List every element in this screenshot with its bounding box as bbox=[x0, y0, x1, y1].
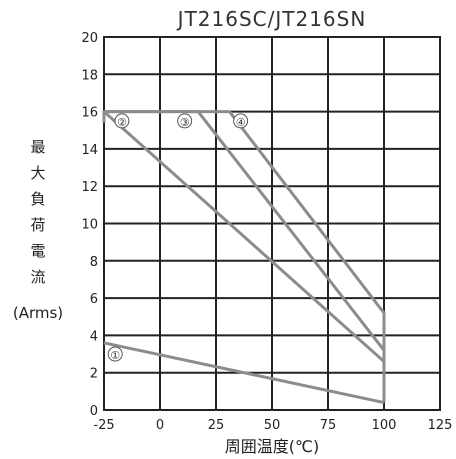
y-axis-unit: (Arms) bbox=[13, 304, 63, 322]
series-label: ② bbox=[117, 116, 127, 129]
y-axis-label-char: 電 bbox=[30, 242, 45, 260]
y-tick-label: 8 bbox=[90, 255, 98, 270]
series-badge bbox=[107, 346, 123, 362]
x-tick-label: 50 bbox=[264, 418, 281, 433]
series-label: ③ bbox=[180, 116, 190, 129]
series-line bbox=[103, 341, 385, 405]
y-tick-label: 4 bbox=[90, 329, 98, 344]
y-ticks: 0 2 4 6 8 10 12 14 16 18 20 bbox=[81, 31, 98, 419]
x-tick-label: 125 bbox=[428, 418, 453, 433]
series-badge bbox=[114, 113, 130, 129]
y-axis-label-char: 最 bbox=[30, 138, 45, 156]
x-tick-label: 100 bbox=[372, 418, 397, 433]
y-axis-label-char: 流 bbox=[30, 268, 45, 286]
y-tick-label: 14 bbox=[81, 143, 98, 158]
x-tick-label: -25 bbox=[93, 418, 114, 433]
y-tick-label: 2 bbox=[90, 367, 98, 382]
x-tick-label: 0 bbox=[156, 418, 164, 433]
y-axis-label-char: 負 bbox=[30, 190, 45, 208]
y-tick-label: 20 bbox=[81, 31, 98, 46]
y-tick-label: 18 bbox=[81, 68, 98, 83]
y-tick-label: 12 bbox=[81, 180, 98, 195]
chart-title: JT216SC/JT216SN bbox=[176, 7, 367, 31]
x-ticks: -25 0 25 50 75 100 125 bbox=[93, 418, 452, 433]
series-badge bbox=[177, 113, 193, 129]
series-label: ④ bbox=[236, 116, 246, 129]
y-tick-label: 0 bbox=[90, 404, 98, 419]
series-line bbox=[104, 110, 386, 403]
series-label: ① bbox=[110, 349, 120, 362]
series-badge bbox=[233, 113, 249, 129]
x-tick-label: 75 bbox=[320, 418, 337, 433]
series-group: ① ② ③ ④ bbox=[102, 110, 386, 405]
x-tick-label: 25 bbox=[208, 418, 225, 433]
y-tick-label: 10 bbox=[81, 218, 98, 233]
y-axis-label-char: 荷 bbox=[30, 216, 45, 234]
y-tick-label: 6 bbox=[90, 292, 98, 307]
y-tick-label: 16 bbox=[81, 106, 98, 121]
y-axis-label-char: 大 bbox=[30, 164, 45, 182]
x-axis-label: 周囲温度(℃) bbox=[225, 437, 319, 456]
